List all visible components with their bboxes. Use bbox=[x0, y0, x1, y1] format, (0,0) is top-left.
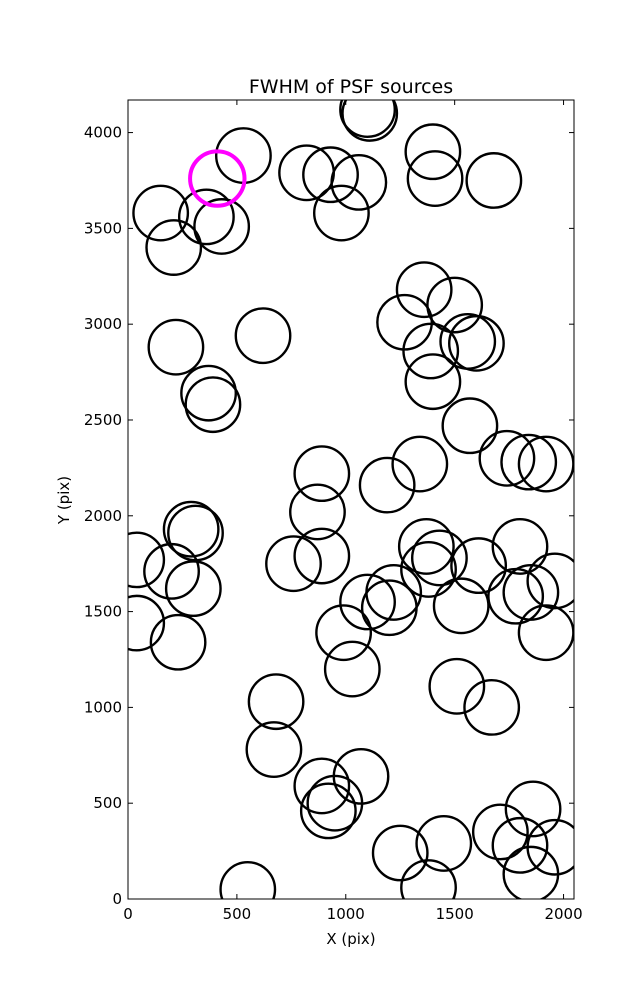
psf-source-marker bbox=[265, 535, 322, 593]
y-tick-label: 3000 bbox=[84, 315, 122, 333]
psf-source-marker bbox=[411, 529, 468, 587]
x-tick-label: 1000 bbox=[327, 905, 365, 923]
psf-source-marker bbox=[358, 456, 416, 514]
psf-source-marker bbox=[245, 721, 303, 778]
psf-source-marker bbox=[517, 435, 574, 493]
psf-source-marker bbox=[315, 604, 373, 662]
psf-source-marker bbox=[302, 146, 359, 204]
psf-source-marker bbox=[339, 573, 396, 631]
psf-source-marker bbox=[397, 518, 455, 575]
psf-source-marker bbox=[491, 518, 549, 575]
psf-source-marker bbox=[299, 782, 357, 840]
plot-frame bbox=[127, 99, 575, 900]
psf-source-marker bbox=[132, 184, 190, 242]
psf-source-marker bbox=[341, 100, 399, 142]
psf-source-marker bbox=[293, 757, 351, 815]
psf-source-marker bbox=[339, 100, 396, 138]
psf-source-marker bbox=[371, 824, 429, 882]
psf-source-marker bbox=[395, 261, 453, 319]
psf-source-marker bbox=[463, 678, 521, 736]
psf-source-marker bbox=[502, 564, 560, 621]
psf-source-marker bbox=[247, 673, 305, 731]
highlighted-source-marker bbox=[188, 149, 247, 208]
psf-source-marker bbox=[471, 803, 529, 861]
y-tick-label: 3500 bbox=[84, 219, 122, 237]
psf-source-marker bbox=[517, 604, 574, 662]
psf-source-marker bbox=[441, 397, 499, 455]
psf-source-marker bbox=[145, 219, 203, 276]
x-tick-label: 1500 bbox=[436, 905, 474, 923]
psf-source-marker bbox=[400, 541, 457, 598]
psf-source-marker bbox=[404, 353, 462, 411]
psf-source-marker bbox=[177, 188, 235, 246]
psf-source-marker bbox=[323, 640, 381, 698]
psf-source-marker bbox=[450, 537, 508, 595]
psf-source-marker bbox=[306, 774, 364, 832]
psf-source-marker bbox=[219, 861, 277, 899]
psf-source-marker bbox=[128, 594, 166, 652]
psf-source-marker bbox=[184, 376, 242, 434]
psf-source-marker bbox=[504, 780, 562, 838]
psf-source-marker bbox=[500, 433, 558, 491]
psf-source-marker bbox=[234, 307, 292, 365]
psf-source-marker bbox=[491, 816, 549, 874]
y-tick-label: 1500 bbox=[84, 603, 122, 621]
psf-source-marker bbox=[465, 152, 523, 209]
psf-source-marker bbox=[143, 542, 200, 600]
x-axis-label: X (pix) bbox=[326, 930, 375, 948]
psf-source-marker bbox=[406, 150, 464, 207]
psf-source-marker bbox=[478, 429, 536, 487]
x-tick-label: 0 bbox=[123, 905, 133, 923]
y-tick-label: 2000 bbox=[84, 507, 122, 525]
x-tick-label: 500 bbox=[223, 905, 252, 923]
psf-source-marker bbox=[313, 184, 370, 242]
psf-source-marker bbox=[428, 657, 486, 715]
psf-source-marker bbox=[289, 483, 346, 541]
chart-title: FWHM of PSF sources bbox=[249, 76, 453, 98]
psf-source-marker bbox=[330, 153, 388, 211]
y-tick-label: 4000 bbox=[84, 124, 122, 142]
psf-source-marker bbox=[404, 123, 462, 181]
y-tick-label: 0 bbox=[112, 890, 122, 908]
psf-source-marker bbox=[400, 859, 457, 899]
psf-source-marker bbox=[426, 276, 484, 334]
y-axis-label: Y (pix) bbox=[55, 476, 73, 525]
psf-source-marker bbox=[502, 845, 560, 899]
psf-source-marker bbox=[293, 445, 351, 503]
y-tick-label: 2500 bbox=[84, 411, 122, 429]
psf-source-marker bbox=[415, 815, 473, 872]
psf-source-marker bbox=[360, 579, 418, 637]
y-tick-label: 1000 bbox=[84, 698, 122, 716]
psf-source-marker bbox=[432, 577, 490, 635]
psf-source-marker bbox=[448, 314, 505, 372]
psf-source-marker bbox=[164, 560, 222, 618]
psf-source-marker bbox=[526, 552, 574, 610]
markers-layer bbox=[128, 100, 574, 899]
x-tick-label: 2000 bbox=[544, 905, 582, 923]
psf-source-marker bbox=[193, 198, 251, 255]
psf-source-marker bbox=[402, 322, 460, 380]
psf-source-marker bbox=[162, 500, 220, 558]
y-tick-label: 500 bbox=[93, 794, 122, 812]
axis-ticks: 0 500 1000 1500 2000 0 500 1000 1500 2000 2500 3000… bbox=[84, 100, 583, 923]
psf-source-marker bbox=[391, 435, 449, 493]
psf-source-marker bbox=[149, 613, 207, 671]
psf-source-marker bbox=[167, 504, 224, 562]
psf-source-marker bbox=[293, 527, 351, 585]
psf-source-marker bbox=[128, 531, 166, 589]
psf-source-marker bbox=[147, 318, 205, 376]
psf-source-marker bbox=[180, 364, 237, 422]
